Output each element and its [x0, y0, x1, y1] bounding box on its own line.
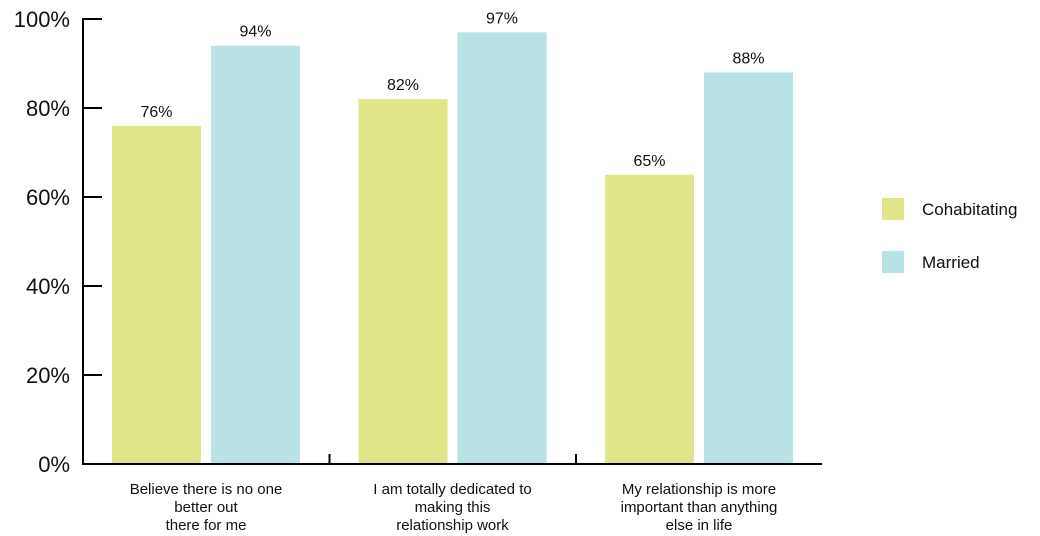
y-tick-label-0: 0% [38, 452, 70, 477]
legend-swatch-married [882, 251, 904, 273]
bar-cohabitating-1 [112, 125, 201, 465]
legend-label-married: Married [922, 253, 980, 272]
y-tick-label-20: 20% [26, 363, 70, 388]
bar-cohabitating-3 [605, 174, 694, 464]
data-label-cohabitating-2: 82% [387, 77, 419, 94]
bar-married-2 [457, 32, 547, 464]
category-label-3-line-1: My relationship is more [622, 481, 776, 498]
bar-married-1 [211, 45, 300, 464]
data-label-cohabitating-3: 65% [633, 153, 665, 170]
bar-married-3 [704, 72, 793, 465]
legend-label-cohabitating: Cohabitating [922, 200, 1017, 219]
y-tick-label-80: 80% [26, 96, 70, 121]
bars-group [112, 32, 793, 465]
y-tick-label-60: 60% [26, 185, 70, 210]
legend: Cohabitating Married [882, 198, 1017, 273]
y-tick-label-40: 40% [26, 274, 70, 299]
data-label-cohabitating-1: 76% [140, 104, 172, 121]
category-label-1-line-2: better out [174, 499, 238, 516]
category-label-1-line-1: Believe there is no one [130, 481, 283, 498]
category-label-2-line-3: relationship work [396, 517, 509, 534]
category-label-2-line-1: I am totally dedicated to [373, 481, 531, 498]
y-tick-label-100: 100% [14, 7, 70, 32]
category-label-2-line-2: making this [415, 499, 491, 516]
data-label-married-2: 97% [486, 10, 518, 27]
data-labels-group: 76% 82% 65% 94% 97% 88% [140, 10, 764, 169]
legend-swatch-cohabitating [882, 198, 904, 220]
axes-group: 0% 20% 40% 60% 80% 100% [14, 7, 822, 477]
data-label-married-3: 88% [732, 50, 764, 67]
data-label-married-1: 94% [239, 24, 271, 41]
category-label-3-line-3: else in life [666, 517, 733, 534]
category-label-1-line-3: there for me [166, 517, 247, 534]
bar-cohabitating-2 [358, 99, 448, 464]
category-label-3-line-2: important than anything [621, 499, 778, 516]
